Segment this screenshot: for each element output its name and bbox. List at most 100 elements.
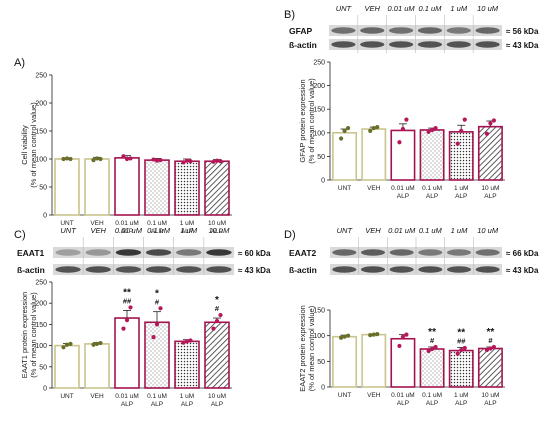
blot-band xyxy=(446,41,471,48)
bar xyxy=(448,349,474,388)
data-point xyxy=(368,333,373,338)
data-point xyxy=(124,156,130,162)
y-tick-label: 100 xyxy=(313,130,325,137)
blot-band xyxy=(145,249,172,256)
bar xyxy=(419,129,445,181)
blot-band xyxy=(446,27,471,34)
data-point xyxy=(400,126,406,132)
chart-c: 0 50 100 150 200 250 EAAT1 protein expression(… xyxy=(20,280,232,408)
blot-band xyxy=(360,27,385,34)
bar xyxy=(204,160,230,216)
blot-band xyxy=(388,27,414,34)
bar xyxy=(114,157,140,216)
significance-marker: ** xyxy=(457,327,465,338)
data-point xyxy=(345,125,351,131)
data-point xyxy=(91,342,96,347)
data-point xyxy=(121,326,126,331)
category-label: UNT xyxy=(60,393,73,400)
data-point xyxy=(368,128,373,134)
bar xyxy=(332,335,358,388)
category-label: 10 uM xyxy=(481,185,499,192)
significance-marker: ** xyxy=(487,327,495,338)
data-point xyxy=(459,128,464,134)
bar xyxy=(361,128,387,181)
bar xyxy=(114,317,140,389)
category-label: 10 uM xyxy=(208,393,226,400)
panel-letter-c: C) xyxy=(14,229,26,241)
y-tick-label: 150 xyxy=(313,308,325,315)
bar xyxy=(390,129,416,181)
data-point xyxy=(397,140,402,145)
category-label: 10 uM xyxy=(481,392,499,399)
data-point xyxy=(68,341,73,347)
data-point xyxy=(371,125,376,131)
data-point xyxy=(151,335,156,340)
y-tick-label: 0 xyxy=(43,213,47,220)
data-point xyxy=(429,346,435,352)
data-point xyxy=(371,332,376,337)
data-point xyxy=(64,156,70,161)
data-point xyxy=(338,335,344,340)
significance-marker: # xyxy=(488,336,493,345)
y-tick-label: 150 xyxy=(35,129,47,136)
data-point xyxy=(462,117,467,122)
blot-eaat2: UNT VEH 0.01 uM 0.1 uM 1 uM 10 uM EAAT2 ß-actin… xyxy=(289,226,539,275)
significance-marker: ## xyxy=(457,336,466,345)
data-point xyxy=(459,347,464,353)
data-point xyxy=(181,340,186,345)
data-point xyxy=(400,334,406,339)
y-tick-label: 100 xyxy=(35,157,47,164)
significance-marker: * xyxy=(155,288,159,299)
category-label: ALP xyxy=(151,401,163,408)
data-point xyxy=(124,318,130,323)
y-tick-label: 150 xyxy=(35,322,47,329)
category-label: UNT xyxy=(338,185,351,192)
category-label: VEH xyxy=(367,185,381,192)
blot-control-label: ß-actin xyxy=(289,40,317,50)
category-label: 1 uM xyxy=(454,392,468,399)
bar xyxy=(477,347,503,388)
blot-band xyxy=(176,249,202,256)
blot-band xyxy=(388,41,414,48)
blot-control-kda: ≈ 43 kDa xyxy=(238,266,271,275)
data-point xyxy=(188,159,193,164)
blot-band xyxy=(85,249,111,256)
blot-band xyxy=(331,41,356,48)
category-label: 0.01 uM xyxy=(115,220,139,227)
category-label: ALP xyxy=(484,193,496,200)
blot-band xyxy=(360,249,386,256)
blot-control-label: ß-actin xyxy=(289,265,317,275)
data-point xyxy=(61,345,66,350)
data-point xyxy=(121,154,126,159)
significance-marker: * xyxy=(215,295,219,306)
bar xyxy=(84,158,110,216)
blot-lane-label: VEH xyxy=(91,226,107,235)
data-point xyxy=(128,305,133,310)
y-tick-label: 250 xyxy=(35,280,47,287)
data-point xyxy=(426,348,431,354)
category-label: 10 uM xyxy=(208,220,226,227)
blot-band xyxy=(475,27,500,34)
data-point xyxy=(218,312,223,318)
blot-control-kda: ≈ 43 kDa xyxy=(506,41,539,50)
significance-marker: # xyxy=(155,297,160,306)
data-point xyxy=(218,159,223,164)
y-tick-label: 0 xyxy=(321,385,325,392)
y-tick-label: 0 xyxy=(321,178,325,185)
data-point xyxy=(426,129,431,134)
data-point xyxy=(98,340,103,346)
blot-lane-label: 10 uM xyxy=(477,226,499,235)
bar xyxy=(204,321,230,389)
bar xyxy=(174,340,200,389)
blot-band xyxy=(389,266,414,273)
data-point xyxy=(375,125,380,130)
blot-band xyxy=(55,249,81,256)
data-point xyxy=(488,346,493,351)
blot-lane-label: 0.1 uM xyxy=(419,226,443,235)
category-label: UNT xyxy=(60,220,73,227)
category-label: 0.1 uM xyxy=(147,393,167,400)
blot-band xyxy=(389,249,414,256)
blot-protein-label: GFAP xyxy=(289,26,312,36)
blot-band xyxy=(417,27,443,34)
data-point xyxy=(61,156,66,162)
